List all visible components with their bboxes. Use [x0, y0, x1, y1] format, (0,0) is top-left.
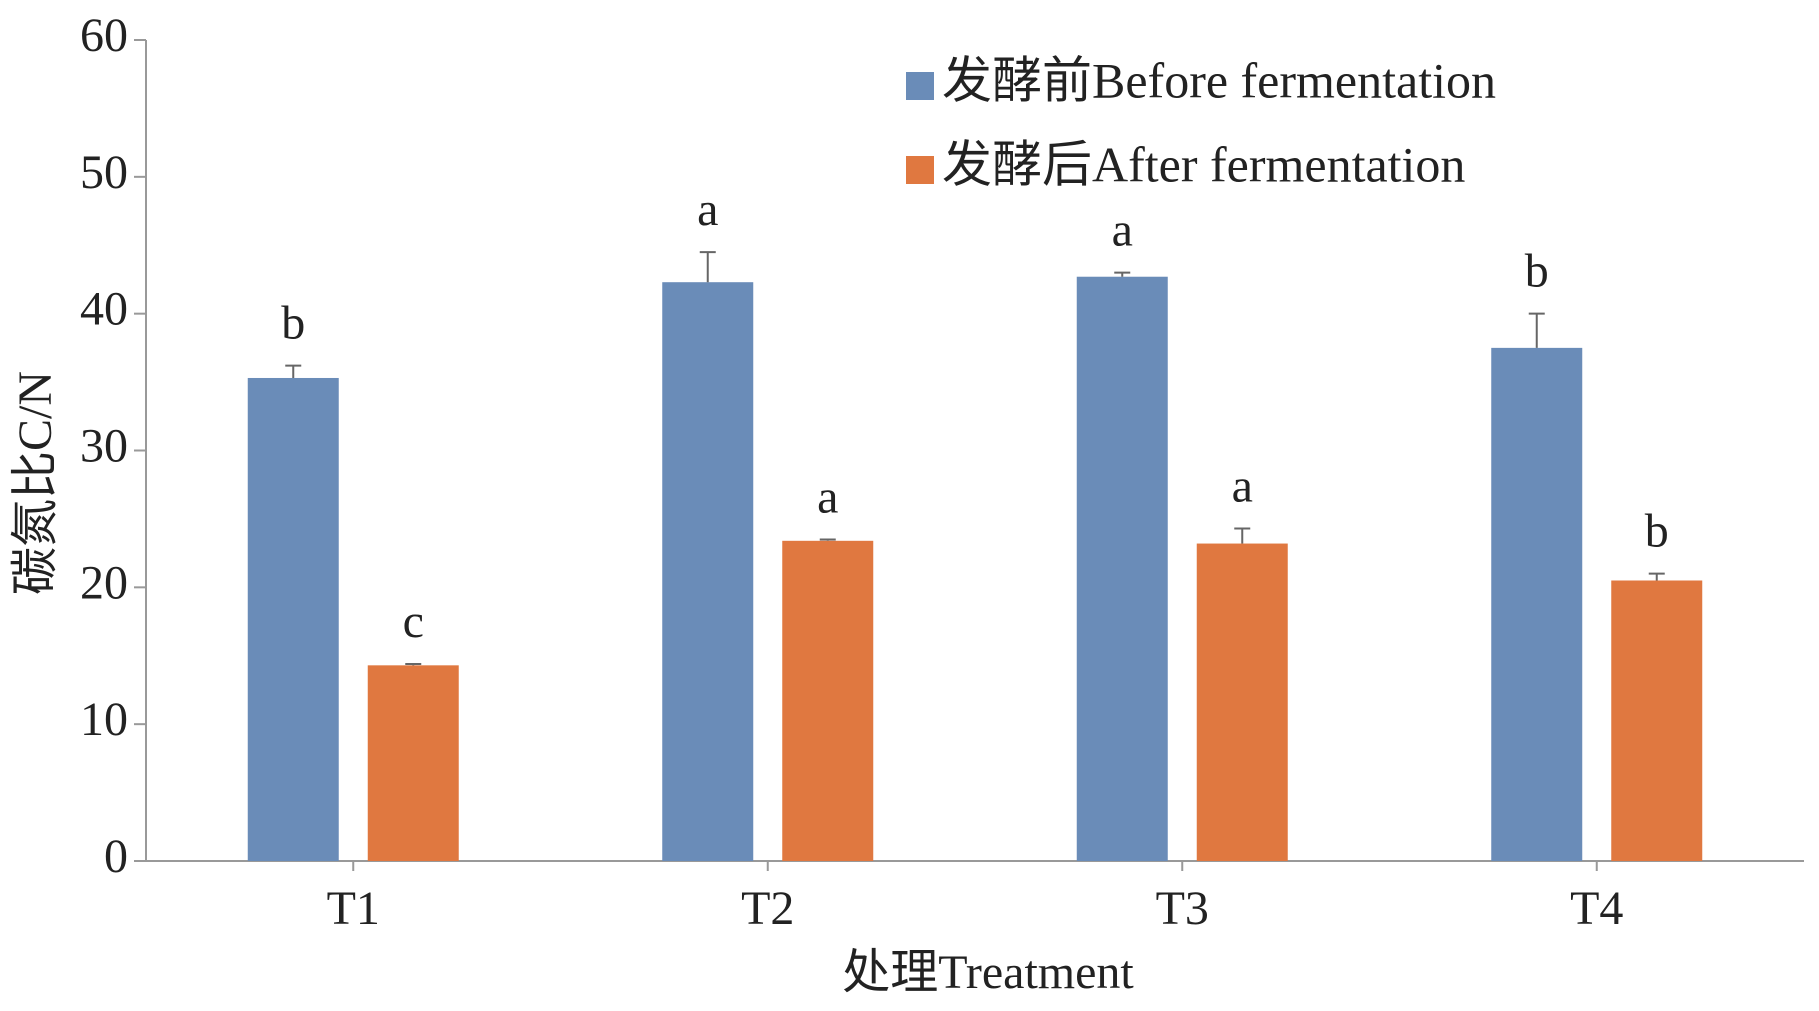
- legend-swatch: [906, 72, 934, 100]
- legend-label: 发酵后After fermentation: [942, 136, 1465, 192]
- significance-label: a: [817, 470, 838, 523]
- x-tick-label: T2: [741, 882, 794, 935]
- error-bar: [1234, 527, 1251, 544]
- error-bar: [1648, 572, 1665, 581]
- bar: [1611, 580, 1703, 861]
- significance-label: b: [281, 297, 305, 350]
- legend-label: 发酵前Before fermentation: [942, 52, 1496, 108]
- y-tick-label: 10: [80, 693, 128, 746]
- bar: [782, 540, 874, 861]
- bar: [662, 282, 754, 861]
- x-tick-label: T3: [1156, 882, 1209, 935]
- y-tick-label: 50: [80, 146, 128, 199]
- error-bar: [285, 364, 302, 378]
- significance-label: b: [1645, 505, 1669, 558]
- y-tick-label: 40: [80, 283, 128, 336]
- significance-label: a: [1112, 204, 1133, 257]
- significance-label: a: [1232, 460, 1253, 513]
- error-bar: [1528, 312, 1545, 348]
- bar: [1491, 347, 1583, 861]
- x-tick-label: T1: [327, 882, 380, 935]
- bar: [1196, 543, 1288, 861]
- x-tick-label: T4: [1570, 882, 1623, 935]
- y-tick-label: 0: [104, 830, 128, 883]
- y-tick-label: 30: [80, 420, 128, 473]
- significance-label: a: [697, 183, 718, 236]
- bar: [367, 665, 459, 861]
- y-axis-title: 碳氮比C/N: [9, 371, 62, 595]
- error-bar: [405, 662, 422, 666]
- error-bar: [1114, 271, 1131, 277]
- error-bar: [819, 538, 836, 541]
- legend-swatch: [906, 156, 934, 184]
- error-bar: [699, 251, 716, 283]
- bar: [1076, 276, 1168, 861]
- significance-label: b: [1525, 245, 1549, 298]
- x-axis-title: 处理Treatment: [842, 946, 1134, 999]
- bar: [247, 377, 339, 861]
- significance-label: c: [403, 595, 424, 648]
- y-tick-label: 20: [80, 556, 128, 609]
- y-tick-label: 60: [80, 9, 128, 62]
